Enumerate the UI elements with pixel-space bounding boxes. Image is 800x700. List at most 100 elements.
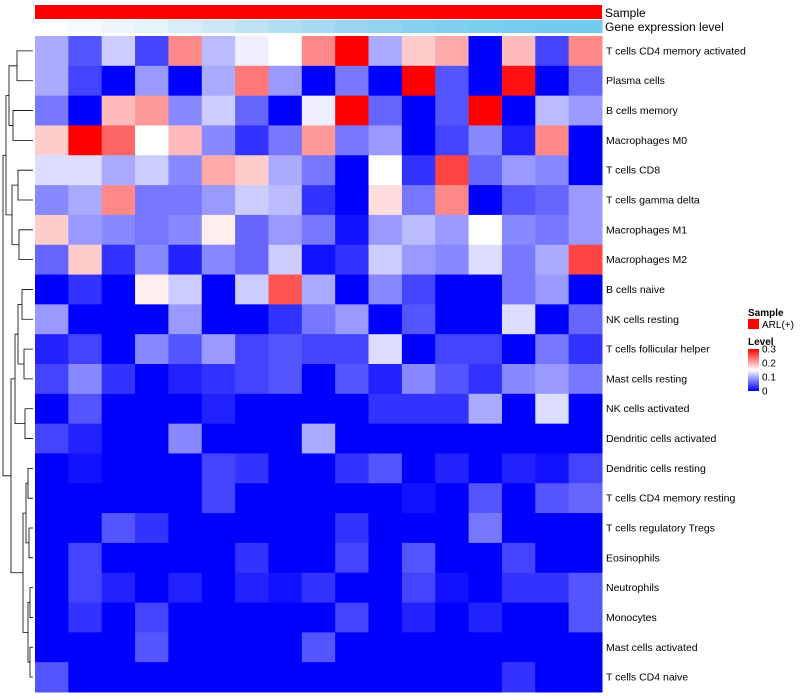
heatmap-cell — [401, 65, 436, 97]
heatmap-cell — [201, 542, 236, 574]
heatmap-cell — [68, 334, 103, 365]
heatmap-cell — [435, 513, 470, 544]
gene-expression-cell — [168, 20, 203, 33]
heatmap-cell — [435, 423, 470, 454]
row-label: T cells CD4 memory activated — [606, 45, 746, 57]
heatmap-cell — [468, 214, 503, 246]
heatmap-cell — [168, 483, 203, 514]
heatmap-cell — [68, 185, 103, 216]
heatmap-cell — [235, 125, 269, 156]
heatmap-cell — [301, 364, 336, 395]
heatmap-cell — [535, 364, 570, 395]
heatmap-cell — [501, 155, 536, 186]
heatmap-cell — [335, 393, 370, 425]
heatmap-cell — [468, 274, 503, 305]
heatmap-cell — [135, 542, 169, 574]
dendrogram-branch — [23, 348, 33, 380]
heatmap-cell — [101, 602, 136, 633]
row-label: B cells naive — [606, 284, 665, 296]
legend-level-tick: 0.3 — [762, 345, 776, 356]
heatmap-cell — [568, 304, 603, 335]
heatmap-cell — [135, 65, 169, 97]
gene-expression-cell — [68, 20, 103, 33]
heatmap-cell — [268, 453, 303, 484]
heatmap-cell — [335, 65, 370, 97]
heatmap-cell — [135, 662, 169, 693]
heatmap-cell — [335, 125, 370, 156]
heatmap-cell — [235, 214, 269, 246]
heatmap-cell — [501, 632, 536, 663]
heatmap-cell — [501, 364, 536, 395]
heatmap-cell — [135, 214, 169, 246]
heatmap-cell — [301, 483, 336, 514]
heatmap-cell — [168, 632, 203, 663]
heatmap-cell — [568, 542, 603, 574]
heatmap-cell — [468, 632, 503, 663]
heatmap-cell — [235, 334, 269, 365]
heatmap-cell — [401, 304, 436, 335]
heatmap-cell — [268, 214, 303, 246]
heatmap-cell — [401, 364, 436, 395]
heatmap-cell — [68, 364, 103, 395]
heatmap-cell — [401, 423, 436, 454]
dendrogram-branch — [18, 229, 33, 261]
heatmap-cell — [468, 125, 503, 156]
heatmap-cell — [268, 632, 303, 663]
heatmap-cell — [335, 632, 370, 663]
heatmap-cell — [235, 155, 269, 186]
heatmap-cell — [268, 304, 303, 335]
legend-sample-swatch — [748, 319, 759, 329]
row-label: NK cells activated — [606, 403, 690, 415]
heatmap-cell — [535, 423, 570, 454]
heatmap-cell — [235, 423, 269, 454]
heatmap-cell — [168, 274, 203, 305]
heatmap-cell — [568, 513, 603, 544]
row-label: Monocytes — [606, 612, 657, 624]
heatmap-cell — [401, 214, 436, 246]
heatmap-cell — [535, 453, 570, 484]
heatmap-cell — [368, 36, 403, 67]
heatmap-cell — [535, 214, 570, 246]
heatmap-cell — [501, 214, 536, 246]
heatmap-cell — [335, 274, 370, 305]
heatmap-cell — [401, 334, 436, 365]
dendrogram-branch — [25, 482, 29, 544]
row-label: T cells CD4 memory resting — [606, 493, 735, 505]
heatmap-cell — [68, 572, 103, 604]
dendrogram-branch — [24, 408, 33, 439]
heatmap-cell — [235, 662, 269, 693]
heatmap-cell — [301, 244, 336, 276]
heatmap-cell — [468, 483, 503, 514]
heatmap-cell — [201, 334, 236, 365]
heatmap-cell — [468, 572, 503, 604]
heatmap-cell — [468, 334, 503, 365]
heatmap-cell — [268, 334, 303, 365]
heatmap-cell — [468, 304, 503, 335]
heatmap-cell — [568, 662, 603, 693]
heatmap-cell — [201, 572, 236, 604]
heatmap-cell — [68, 513, 103, 544]
heatmap-cell — [268, 393, 303, 425]
heatmap-cell — [168, 602, 203, 633]
gene-expression-cell — [468, 20, 503, 33]
heatmap-cell — [168, 453, 203, 484]
gene-expression-cell — [335, 20, 370, 33]
dendrogram-branch — [21, 289, 33, 320]
heatmap-cell — [35, 602, 69, 633]
heatmap-cell — [501, 95, 536, 126]
heatmap-cell — [335, 513, 370, 544]
gene-expression-cell — [568, 20, 603, 33]
heatmap-cell — [268, 602, 303, 633]
heatmap-cell — [335, 662, 370, 693]
dendrogram-branch — [2, 154, 11, 477]
heatmap-cell — [468, 513, 503, 544]
heatmap-cell — [401, 155, 436, 186]
row-label: Dendritic cells resting — [606, 463, 706, 475]
heatmap-cell — [501, 453, 536, 484]
dendrogram-branch — [27, 467, 33, 499]
heatmap-cell — [68, 423, 103, 454]
heatmap-cell — [535, 632, 570, 663]
heatmap-cell — [235, 36, 269, 67]
gene-expression-cell — [368, 20, 403, 33]
heatmap-cell — [35, 393, 69, 425]
